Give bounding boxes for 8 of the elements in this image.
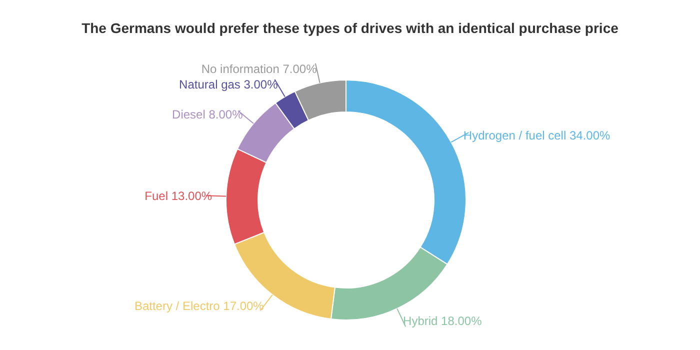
- slice-label: Natural gas 3.00%: [179, 78, 278, 92]
- chart-title: The Germans would prefer these types of drives with an identical purchase price: [80, 20, 620, 36]
- slice-label: Fuel 13.00%: [144, 188, 212, 203]
- slice-label: Hydrogen / fuel cell 34.00%: [463, 128, 611, 142]
- slice-label: No information 7.00%: [201, 62, 318, 76]
- slice-label: Diesel 8.00%: [172, 108, 244, 122]
- slice-label: Battery / Electro 17.00%: [134, 298, 264, 313]
- slice-label: Hybrid 18.00%: [403, 314, 482, 328]
